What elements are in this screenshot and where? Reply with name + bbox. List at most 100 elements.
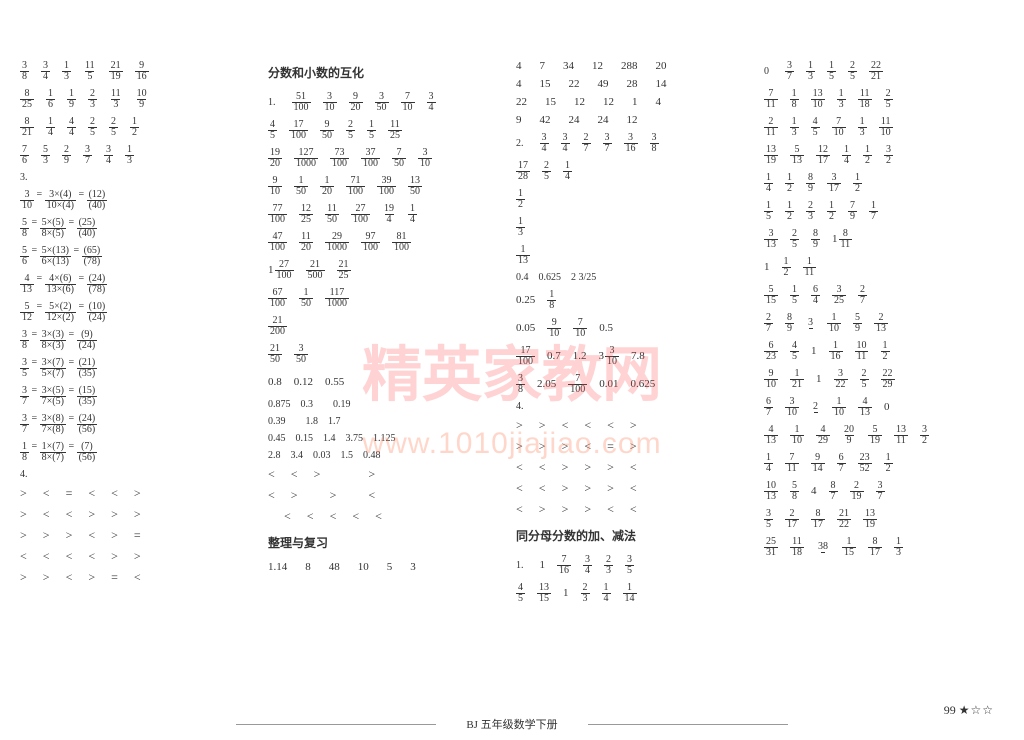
fraction: 13 xyxy=(516,217,525,238)
fraction: 34 xyxy=(561,133,570,154)
equation: 38 = 3×(3)8×(3) = (9)(24) xyxy=(20,329,260,351)
fraction: 14 xyxy=(764,453,773,474)
fraction: 5×(2)12×(2) xyxy=(45,302,76,323)
fraction: 76 xyxy=(20,145,29,166)
fraction: 2 xyxy=(811,402,820,413)
fraction-row: 91015012071100391001350 xyxy=(268,175,508,197)
footer-rule-right xyxy=(588,724,788,725)
fraction: 15 xyxy=(827,61,836,82)
fraction: 2221 xyxy=(869,61,883,82)
column-4: 0371315252221711181310131118252111345710… xyxy=(764,60,1004,604)
fraction-row: 2150350 xyxy=(268,343,508,365)
equation: 35 = 3×(7)5×(7) = (21)(35) xyxy=(20,357,260,379)
fraction: 89 xyxy=(811,229,820,250)
text-row: ><<>>> xyxy=(20,507,260,522)
text-row: <<<<< xyxy=(268,509,508,524)
column-2: 分数和小数的互化1.511003109203507103445171009502… xyxy=(268,60,508,604)
fraction: 73100 xyxy=(330,148,349,169)
fraction: 716 xyxy=(557,555,571,576)
fraction-row: 515156432527 xyxy=(764,284,1004,306)
fraction: 44 xyxy=(67,117,76,138)
fraction: 150 xyxy=(294,176,308,197)
fraction: 59 xyxy=(853,313,862,334)
text-row: 2.83.40.031.50.48 xyxy=(268,450,508,461)
fraction: (9)(24) xyxy=(77,330,98,351)
fraction: 37 xyxy=(603,133,612,154)
fraction: 113 xyxy=(516,245,530,266)
fraction: 89 xyxy=(785,313,794,334)
fraction: 513 xyxy=(790,145,804,166)
fraction: 150 xyxy=(299,288,313,309)
equation: 37 = 3×(8)7×(8) = (24)(56) xyxy=(20,413,260,435)
fraction: 17100 xyxy=(289,120,308,141)
fraction: 429 xyxy=(816,425,830,446)
fraction: 27 xyxy=(582,133,591,154)
fraction: 711 xyxy=(764,89,778,110)
fraction: 322 xyxy=(834,369,848,390)
footer-rule-left xyxy=(236,724,436,725)
fraction: 2119 xyxy=(109,61,123,82)
fraction-row: 31325891811 xyxy=(764,228,1004,250)
fraction: 116 xyxy=(829,341,843,362)
fraction: 34 xyxy=(41,61,50,82)
text-row: 2215121214 xyxy=(516,96,756,108)
fraction: 1120 xyxy=(299,232,313,253)
fraction: 77100 xyxy=(268,204,287,225)
fraction: 310 xyxy=(418,148,432,169)
fraction: 1125 xyxy=(388,120,402,141)
text-row: 1.148481053 xyxy=(268,561,508,573)
fraction: 1319 xyxy=(764,145,778,166)
fraction: 316 xyxy=(624,133,638,154)
page-footer: BJ 五年级数学下册 xyxy=(0,716,1024,732)
fraction: 38 xyxy=(816,542,830,553)
fraction: 51100 xyxy=(292,92,311,113)
fraction: 12 xyxy=(785,201,794,222)
equation: 37 = 3×(5)7×(5) = (15)(35) xyxy=(20,385,260,407)
fraction: 512 xyxy=(20,302,34,323)
fraction: 1150 xyxy=(325,204,339,225)
fraction: 817 xyxy=(811,509,825,530)
fraction: 1311 xyxy=(894,425,908,446)
fraction-row: 4710011202910009710081100 xyxy=(268,231,508,253)
fraction: 45 xyxy=(516,583,525,604)
equation: 512 = 5×(2)12×(2) = (10)(24) xyxy=(20,301,260,323)
fraction: 3×(3)8×(3) xyxy=(40,330,66,351)
fraction: 37 xyxy=(876,481,885,502)
fraction: 17 xyxy=(869,201,878,222)
fraction: 13 xyxy=(790,117,799,138)
fraction: 711 xyxy=(785,453,799,474)
fraction: 45 xyxy=(268,120,277,141)
fraction: 413 xyxy=(764,425,778,446)
footer-label: BJ 五年级数学下册 xyxy=(466,716,557,732)
text-row: >><>=< xyxy=(20,570,260,585)
fraction-row: 0.80.120.55 xyxy=(268,371,508,393)
fraction: 1118 xyxy=(858,89,872,110)
fraction: 25 xyxy=(88,117,97,138)
fraction: 3×(7)5×(7) xyxy=(40,358,66,379)
fraction: 110 xyxy=(790,425,804,446)
fraction: 97100 xyxy=(361,232,380,253)
fraction: 16 xyxy=(46,89,55,110)
fraction: 113 xyxy=(109,89,123,110)
fraction-row: 2.3434273731638 xyxy=(516,132,756,154)
fraction: 7100 xyxy=(568,374,587,395)
fraction: (12)(40) xyxy=(87,190,108,211)
fraction: 3 xyxy=(806,318,815,329)
fraction: 35 xyxy=(625,555,634,576)
fraction: 38 xyxy=(20,330,29,351)
text-row: 0.40.6252 3/25 xyxy=(516,272,756,283)
fraction: 5×(13)6×(13) xyxy=(40,246,71,267)
fraction: (21)(35) xyxy=(77,358,98,379)
fraction: 1310 xyxy=(811,89,825,110)
fraction: 2150 xyxy=(268,344,282,365)
fraction: 217 xyxy=(785,509,799,530)
fraction: 2531 xyxy=(764,537,778,558)
fraction-row: 825161923113109 xyxy=(20,88,260,110)
fraction: 825 xyxy=(20,89,34,110)
fraction: 18 xyxy=(790,89,799,110)
fraction: 1271000 xyxy=(294,148,318,169)
text-row: 942242412 xyxy=(516,114,756,126)
fraction-row: 1471191467235212 xyxy=(764,452,1004,474)
fraction: 114 xyxy=(623,583,637,604)
fraction-row: 253111183811581713 xyxy=(764,536,1004,558)
